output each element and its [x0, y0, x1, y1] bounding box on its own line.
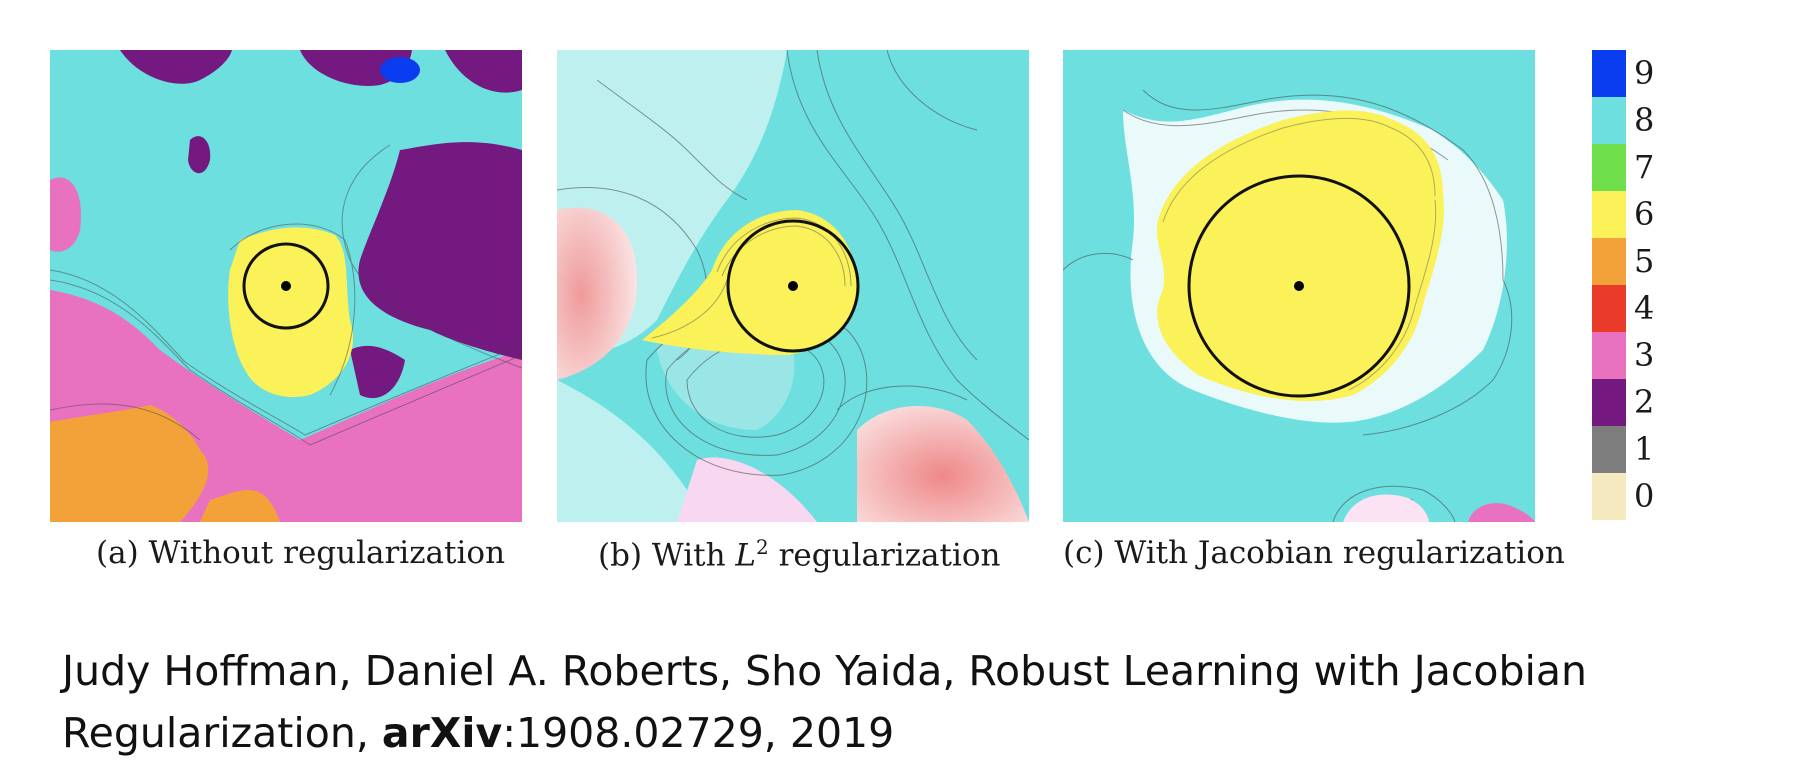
colorbar-label: 0	[1634, 477, 1655, 515]
colorbar-label: 5	[1634, 242, 1655, 280]
colorbar-segment	[1592, 191, 1626, 238]
caption-b: (b) With L2 regularization	[598, 535, 1001, 573]
panel-c-plot	[1063, 50, 1535, 522]
citation-arxiv: arXiv	[381, 709, 503, 757]
citation-id: :1908.02729, 2019	[502, 709, 895, 757]
caption-c-text: (c) With Jacobian regularization	[1063, 535, 1565, 571]
colorbar-label: 8	[1634, 101, 1655, 139]
colorbar-segment	[1592, 473, 1626, 520]
colorbar-label: 1	[1634, 430, 1655, 468]
panel-a-plot	[50, 50, 522, 522]
caption-b-math: L	[735, 537, 756, 574]
panel-a-decision-map	[50, 50, 522, 522]
caption-a: (a) Without regularization	[96, 535, 505, 571]
colorbar-label: 7	[1634, 148, 1655, 186]
figure: (a) Without regularization (b) With L2 r…	[50, 50, 1694, 573]
colorbar-label: 2	[1634, 383, 1655, 421]
colorbar-segment	[1592, 285, 1626, 332]
caption-a-text: (a) Without regularization	[96, 535, 506, 571]
caption-b-superscript: 2	[756, 535, 769, 559]
colorbar-label: 9	[1634, 54, 1655, 92]
citation-text: Judy Hoffman, Daniel A. Roberts, Sho Yai…	[62, 647, 1588, 757]
citation: Judy Hoffman, Daniel A. Roberts, Sho Yai…	[62, 640, 1802, 764]
panel-c-decision-map	[1063, 50, 1535, 522]
colorbar-label: 6	[1634, 195, 1655, 233]
colorbar-segment	[1592, 426, 1626, 473]
colorbar	[1592, 50, 1626, 520]
caption-b-suffix: regularization	[768, 537, 1001, 574]
colorbar-labels: 9 8 7 6 5 4 3 2 1 0	[1634, 50, 1694, 520]
colorbar-segment	[1592, 379, 1626, 426]
colorbar-segment	[1592, 97, 1626, 144]
colorbar-label: 4	[1634, 289, 1655, 327]
colorbar-segment	[1592, 50, 1626, 97]
colorbar-segment	[1592, 144, 1626, 191]
caption-b-prefix: (b) With	[598, 537, 736, 574]
colorbar-segment	[1592, 332, 1626, 379]
panel-b-decision-map	[557, 50, 1029, 522]
colorbar-segment	[1592, 238, 1626, 285]
caption-c: (c) With Jacobian regularization	[1063, 535, 1565, 571]
colorbar-label: 3	[1634, 336, 1655, 374]
panel-b-plot	[557, 50, 1029, 522]
